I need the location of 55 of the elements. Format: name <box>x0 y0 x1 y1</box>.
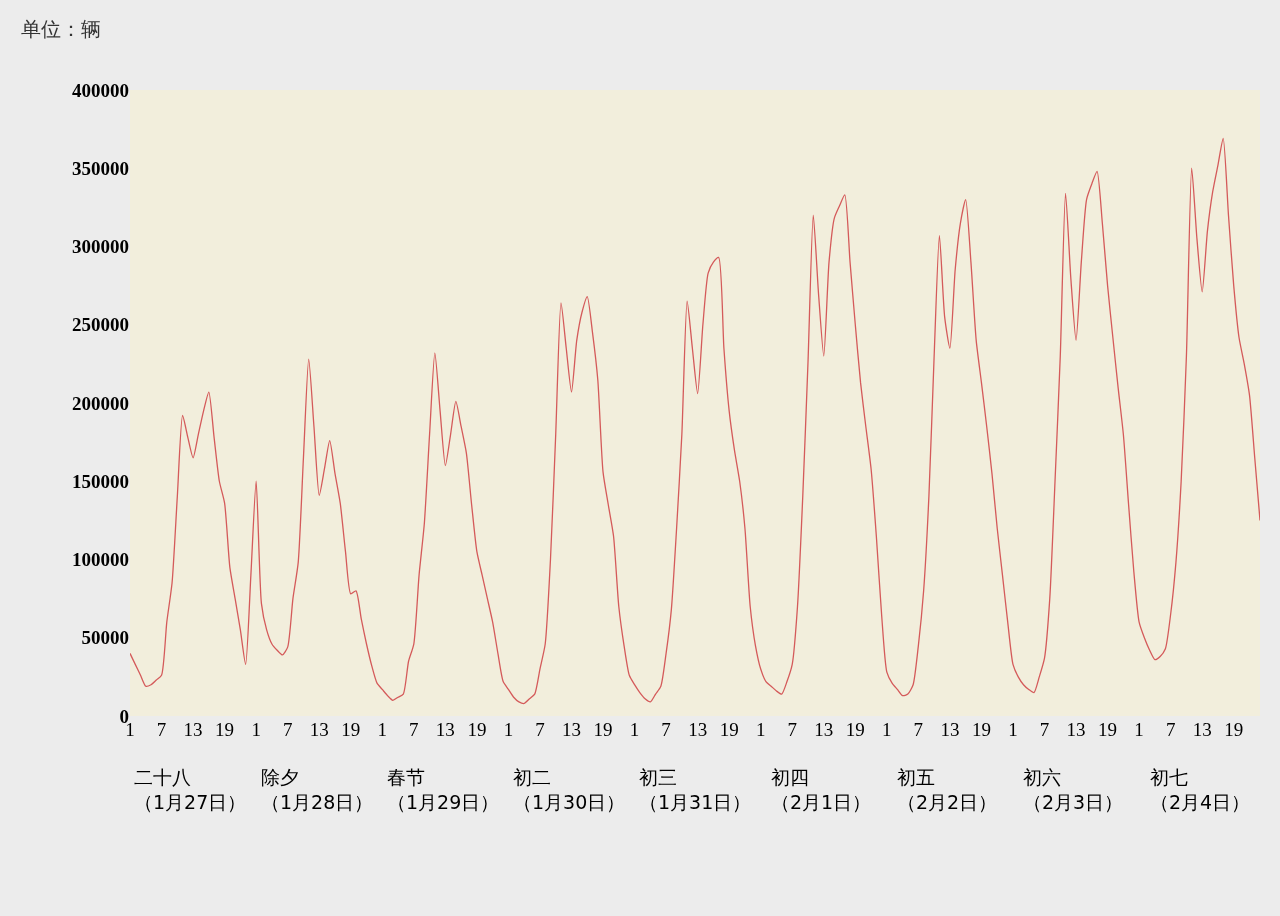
x-tick-label: 7 <box>787 719 797 740</box>
x-tick-label: 19 <box>1224 719 1244 740</box>
text: 初二（1月30日） <box>513 766 626 813</box>
y-tick-label: 0 <box>119 705 129 727</box>
x-tick-label: 7 <box>156 719 167 740</box>
x-tick-label: 19 <box>467 719 487 740</box>
x-tick-label: 19 <box>971 719 991 740</box>
x-tick-label: 19 <box>593 719 613 740</box>
x-tick-label: 7 <box>409 719 419 740</box>
y-tick-label: 50000 <box>81 627 129 649</box>
y-axis-title: 单位：辆 <box>21 17 101 41</box>
text: 初三（1月31日） <box>639 766 752 813</box>
y-tick-label: 200000 <box>72 392 129 414</box>
x-tick-label: 13 <box>940 719 960 740</box>
x-tick-label: 1 <box>503 719 514 740</box>
x-tick-label: 7 <box>1165 719 1176 740</box>
x-tick-label: 1 <box>629 719 640 740</box>
y-tick-label: 300000 <box>72 236 129 258</box>
x-tick-label: 13 <box>1066 719 1086 740</box>
line-series <box>130 137 1260 705</box>
text: 春节（1月29日） <box>387 766 500 813</box>
x-tick-label: 7 <box>535 719 545 740</box>
x-tick-label: 19 <box>1098 719 1118 740</box>
x-tick-label: 1 <box>882 719 892 740</box>
text: 二十八（1月27日） <box>134 766 247 813</box>
x-tick-label: 1 <box>755 719 766 740</box>
x-tick-label: 19 <box>341 719 361 740</box>
text: 初七（2月4日） <box>1150 766 1251 813</box>
x-tick-label: 13 <box>561 719 581 740</box>
x-tick-label: 1 <box>1134 719 1144 740</box>
text: 初六（2月3日） <box>1023 766 1124 813</box>
x-tick-label: 1 <box>377 719 388 740</box>
x-tick-label: 19 <box>215 719 235 740</box>
y-tick-label: 150000 <box>72 470 129 492</box>
x-tick-label: 7 <box>661 719 671 740</box>
y-tick-label: 400000 <box>72 79 129 101</box>
x-tick-label: 7 <box>913 719 924 740</box>
text: 初五（2月2日） <box>897 766 998 813</box>
x-tick-label: 13 <box>1192 719 1212 740</box>
x-tick-label: 13 <box>814 719 834 740</box>
x-tick-label: 7 <box>282 719 293 740</box>
x-tick-label: 1 <box>1008 719 1018 740</box>
text: 初四（2月1日） <box>771 766 872 813</box>
x-tick-label: 19 <box>845 719 865 740</box>
text: 除夕（1月28日） <box>261 766 374 813</box>
y-tick-label: 250000 <box>72 314 129 336</box>
x-tick-label: 13 <box>183 719 203 740</box>
x-tick-label: 13 <box>435 719 455 740</box>
x-tick-label: 7 <box>1039 719 1050 740</box>
x-tick-label: 13 <box>309 719 329 740</box>
x-tick-label: 1 <box>251 719 261 740</box>
x-tick-label: 13 <box>688 719 708 740</box>
y-tick-label: 100000 <box>72 549 129 571</box>
y-tick-label: 350000 <box>72 157 129 179</box>
x-tick-label: 19 <box>719 719 739 740</box>
